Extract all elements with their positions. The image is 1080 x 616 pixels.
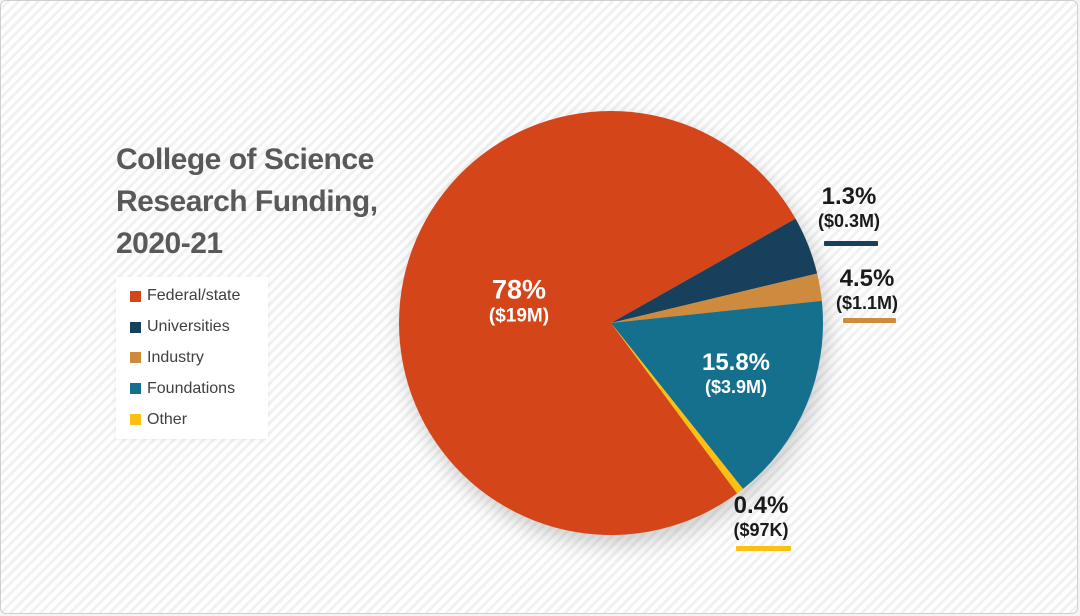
pie-label-universities: 1.3% ($0.3M): [818, 183, 880, 231]
pie-label-other: 0.4% ($97K): [733, 492, 788, 540]
chart-title-line-2: Research Funding,: [116, 185, 378, 218]
pie-label-foundations: 15.8% ($3.9M): [702, 349, 770, 397]
leader-bar-industry: [843, 318, 896, 323]
legend-item-industry: Industry: [130, 349, 268, 367]
pie-slice-foundations: [611, 300, 824, 489]
pie-slice-federal-state: [399, 110, 796, 535]
legend-item-foundations: Foundations: [130, 380, 268, 398]
legend-item-other: Other: [130, 411, 268, 429]
pie-label-percent: 78%: [491, 274, 547, 305]
pie-label-amount: ($97K): [733, 519, 789, 540]
pie-label-industry: 4.5% ($1.1M): [836, 265, 898, 313]
leader-bar-other: [736, 546, 791, 551]
chart-title-line-1: College of Science: [116, 143, 374, 176]
legend-swatch-icon: [130, 290, 141, 302]
legend-label: Foundations: [147, 379, 236, 397]
pie-slice-other: [611, 323, 743, 494]
legend-label: Industry: [147, 348, 204, 366]
pie-label-amount: ($1.1M): [835, 292, 899, 313]
chart-title-line-3: 2020-21: [116, 227, 223, 260]
pie-label-amount: ($0.3M): [817, 210, 881, 231]
legend-label: Other: [147, 410, 188, 428]
legend-label: Universities: [147, 318, 230, 336]
legend-swatch-icon: [130, 383, 141, 395]
pie-label-amount: ($3.9M): [704, 376, 767, 397]
legend-item-federal-state: Federal/state: [130, 287, 268, 305]
chart-title: College of Science Research Funding, 202…: [116, 139, 378, 265]
legend: Federal/state Universities Industry Foundat…: [116, 277, 268, 439]
pie-label-percent: 0.4%: [733, 491, 789, 519]
legend-swatch-icon: [130, 321, 141, 333]
pie-chart: [399, 110, 824, 535]
legend-swatch-icon: [130, 352, 141, 364]
pie-label-percent: 15.8%: [701, 348, 771, 376]
leader-bar-universities: [824, 241, 878, 246]
legend-item-universities: Universities: [130, 318, 268, 336]
pie-slice-industry: [611, 273, 822, 323]
pie-label-percent: 1.3%: [821, 182, 877, 210]
pie-label-amount: ($19M): [488, 305, 550, 327]
pie-slice-universities: [611, 218, 818, 323]
pie-label-federal-state: 78% ($19M): [489, 275, 549, 328]
pie-label-percent: 4.5%: [839, 264, 895, 292]
legend-swatch-icon: [130, 414, 141, 426]
legend-label: Federal/state: [147, 287, 241, 305]
